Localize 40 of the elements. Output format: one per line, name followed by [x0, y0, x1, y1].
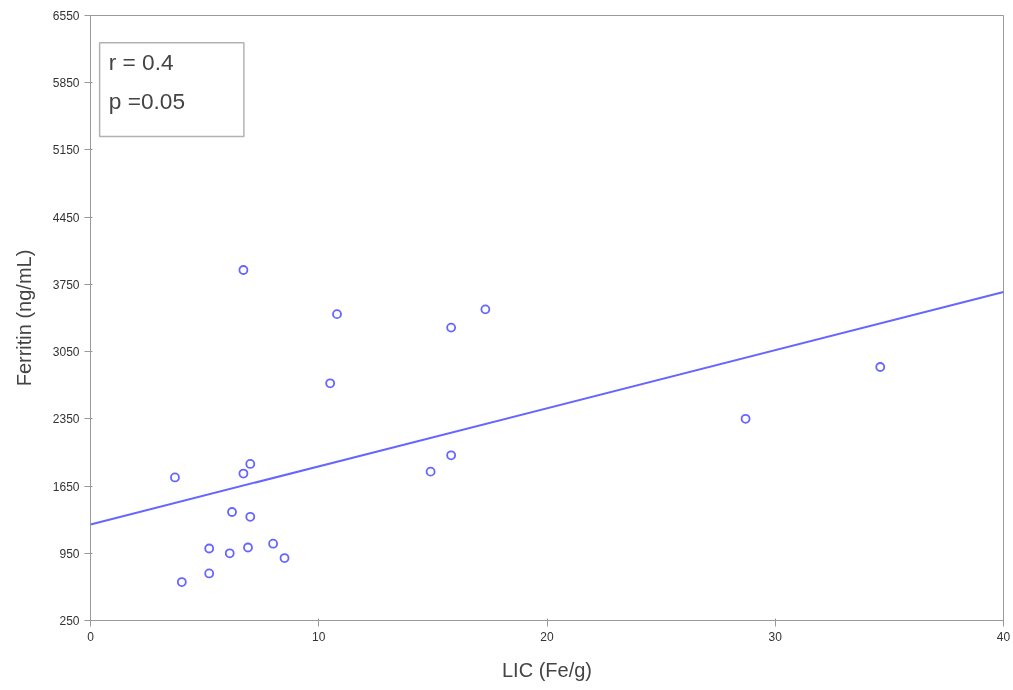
point [245, 511, 256, 522]
point [204, 568, 215, 579]
y-tick-label: 950 [59, 546, 80, 561]
annotation: p =0.05 [108, 88, 185, 115]
point [332, 309, 342, 320]
point [224, 548, 235, 559]
y-tick-label: 4450 [52, 210, 80, 225]
y-tick-label: 1650 [52, 479, 80, 494]
point [243, 542, 253, 553]
y-tick-label: 5850 [52, 76, 80, 91]
y-tick-label: 5150 [52, 143, 80, 158]
y-tick-label: 250 [59, 614, 80, 628]
point [740, 413, 751, 424]
point [238, 265, 249, 275]
point [170, 472, 180, 483]
point [446, 450, 457, 461]
x-tick-label: 30 [768, 629, 783, 644]
y-tick-label: 2350 [52, 412, 80, 427]
x-tick-label: 0 [87, 629, 95, 644]
point [204, 543, 215, 554]
y-tick-label: 6550 [52, 9, 80, 23]
y-axis-title: Ferritin (ng/mL) [12, 249, 35, 387]
y-tick-label: 3050 [52, 345, 80, 360]
point [425, 466, 436, 477]
point [279, 553, 290, 563]
point [480, 304, 491, 315]
point [325, 378, 336, 389]
y-tick-label: 3750 [52, 277, 80, 292]
x-tick-label: 20 [540, 629, 554, 644]
point [875, 362, 886, 372]
point [268, 538, 278, 549]
point [245, 459, 256, 469]
x-axis-title: LIC (Fe/g) [501, 658, 593, 681]
point [238, 468, 249, 479]
point [227, 507, 237, 517]
annotation: r = 0.4 [108, 48, 174, 75]
x-tick-label: 10 [312, 629, 326, 644]
point [446, 322, 457, 333]
x-tick-label: 40 [996, 629, 1011, 644]
point [176, 577, 187, 587]
